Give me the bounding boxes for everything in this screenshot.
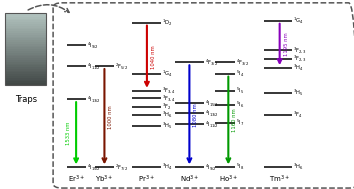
Text: $^4$I$_{11/2}$: $^4$I$_{11/2}$ — [205, 119, 219, 129]
Text: $^3$F$_4$: $^3$F$_4$ — [293, 110, 303, 120]
Text: $^4$I$_{13/2}$: $^4$I$_{13/2}$ — [87, 94, 101, 104]
Bar — [5, 65, 46, 67]
Bar — [5, 31, 46, 33]
Bar — [5, 67, 46, 69]
Bar — [5, 74, 46, 76]
Bar — [5, 29, 46, 31]
Text: $^3$H$_4$: $^3$H$_4$ — [293, 63, 304, 73]
Bar — [5, 19, 46, 20]
Bar — [5, 42, 46, 44]
Text: $^4$F$_{3/2}$: $^4$F$_{3/2}$ — [236, 58, 250, 67]
Text: 1195 nm: 1195 nm — [284, 33, 289, 56]
Text: Ho$^{3+}$: Ho$^{3+}$ — [219, 174, 238, 185]
Bar — [5, 37, 46, 38]
Bar — [5, 76, 46, 78]
Bar — [5, 26, 46, 28]
Text: $^1$G$_4$: $^1$G$_4$ — [293, 16, 304, 26]
Bar — [5, 64, 46, 65]
Bar — [5, 46, 46, 47]
Bar — [5, 71, 46, 73]
Bar — [5, 33, 46, 35]
Text: Traps: Traps — [15, 95, 37, 105]
Text: $^3$H$_5$: $^3$H$_5$ — [162, 121, 173, 131]
Text: $^5$I$_7$: $^5$I$_7$ — [236, 118, 245, 128]
Bar — [5, 28, 46, 29]
Bar — [5, 44, 46, 46]
Bar — [5, 56, 46, 58]
Text: $^4$I$_{15/2}$: $^4$I$_{15/2}$ — [205, 98, 219, 108]
Bar — [5, 13, 46, 15]
Text: $^5$I$_4$: $^5$I$_4$ — [236, 69, 245, 79]
Text: $^3$F$_{3,4}$: $^3$F$_{3,4}$ — [162, 86, 176, 95]
Text: $^4$F$_{3/2}$: $^4$F$_{3/2}$ — [205, 58, 218, 67]
Bar — [5, 22, 46, 24]
Bar — [5, 47, 46, 49]
Bar — [5, 53, 46, 54]
Text: $^4$I$_{9/2}$: $^4$I$_{9/2}$ — [205, 163, 216, 172]
Text: 1160 nm: 1160 nm — [232, 109, 237, 132]
Bar — [5, 38, 46, 40]
Bar — [5, 58, 46, 60]
Text: $^3$H$_6$: $^3$H$_6$ — [162, 110, 173, 120]
Text: Pr$^{3+}$: Pr$^{3+}$ — [138, 174, 155, 185]
Text: Er$^{3+}$: Er$^{3+}$ — [68, 174, 85, 185]
Bar — [5, 73, 46, 74]
Bar — [5, 24, 46, 26]
Bar — [5, 40, 46, 42]
Bar — [5, 80, 46, 81]
Bar — [5, 15, 46, 17]
Text: 1533 nm: 1533 nm — [66, 122, 71, 145]
Bar — [5, 17, 46, 19]
Text: $^4$I$_{15/2}$: $^4$I$_{15/2}$ — [87, 163, 101, 172]
Text: $^5$I$_8$: $^5$I$_8$ — [236, 162, 245, 172]
Bar — [5, 60, 46, 62]
Text: $^3$H$_4$: $^3$H$_4$ — [162, 162, 173, 172]
Bar — [5, 35, 46, 37]
Text: $^1$G$_4$: $^1$G$_4$ — [162, 69, 173, 79]
Text: $^2$F$_{7/2}$: $^2$F$_{7/2}$ — [115, 163, 128, 172]
Text: $^3$F$_{3,4}$: $^3$F$_{3,4}$ — [162, 94, 176, 103]
Text: $^2$F$_{5/2}$: $^2$F$_{5/2}$ — [115, 61, 128, 71]
Text: $^4$I$_{11/2}$: $^4$I$_{11/2}$ — [87, 61, 101, 71]
Text: 1080 nm: 1080 nm — [193, 103, 198, 127]
Bar — [5, 78, 46, 80]
Text: $^4$I$_{13/2}$: $^4$I$_{13/2}$ — [205, 109, 219, 118]
Text: 1000 nm: 1000 nm — [108, 105, 113, 129]
Bar — [5, 20, 46, 22]
Bar — [5, 83, 46, 85]
Text: Yb$^{3+}$: Yb$^{3+}$ — [95, 174, 114, 185]
Text: $^3$H$_6$: $^3$H$_6$ — [293, 162, 304, 172]
Bar — [5, 51, 46, 53]
Bar — [5, 54, 46, 56]
Bar — [5, 62, 46, 64]
Bar — [5, 69, 46, 71]
Text: $^3$H$_5$: $^3$H$_5$ — [293, 88, 304, 98]
Text: $^3$F$_2$: $^3$F$_2$ — [162, 102, 172, 112]
Bar — [5, 49, 46, 51]
Text: Tm$^{3+}$: Tm$^{3+}$ — [269, 174, 290, 185]
Text: Nd$^{3+}$: Nd$^{3+}$ — [179, 174, 199, 185]
Text: $^1$D$_2$: $^1$D$_2$ — [162, 18, 173, 28]
Text: $^3$F$_{2,3}$: $^3$F$_{2,3}$ — [293, 54, 307, 63]
Text: $^4$I$_{9/2}$: $^4$I$_{9/2}$ — [87, 41, 98, 50]
Text: 1040 nm: 1040 nm — [151, 45, 156, 69]
Bar — [5, 81, 46, 83]
Text: $^3$F$_{2,3}$: $^3$F$_{2,3}$ — [293, 45, 307, 55]
Text: $^5$I$_5$: $^5$I$_5$ — [236, 86, 245, 96]
Text: $^5$I$_6$: $^5$I$_6$ — [236, 100, 245, 110]
Bar — [5, 13, 46, 85]
